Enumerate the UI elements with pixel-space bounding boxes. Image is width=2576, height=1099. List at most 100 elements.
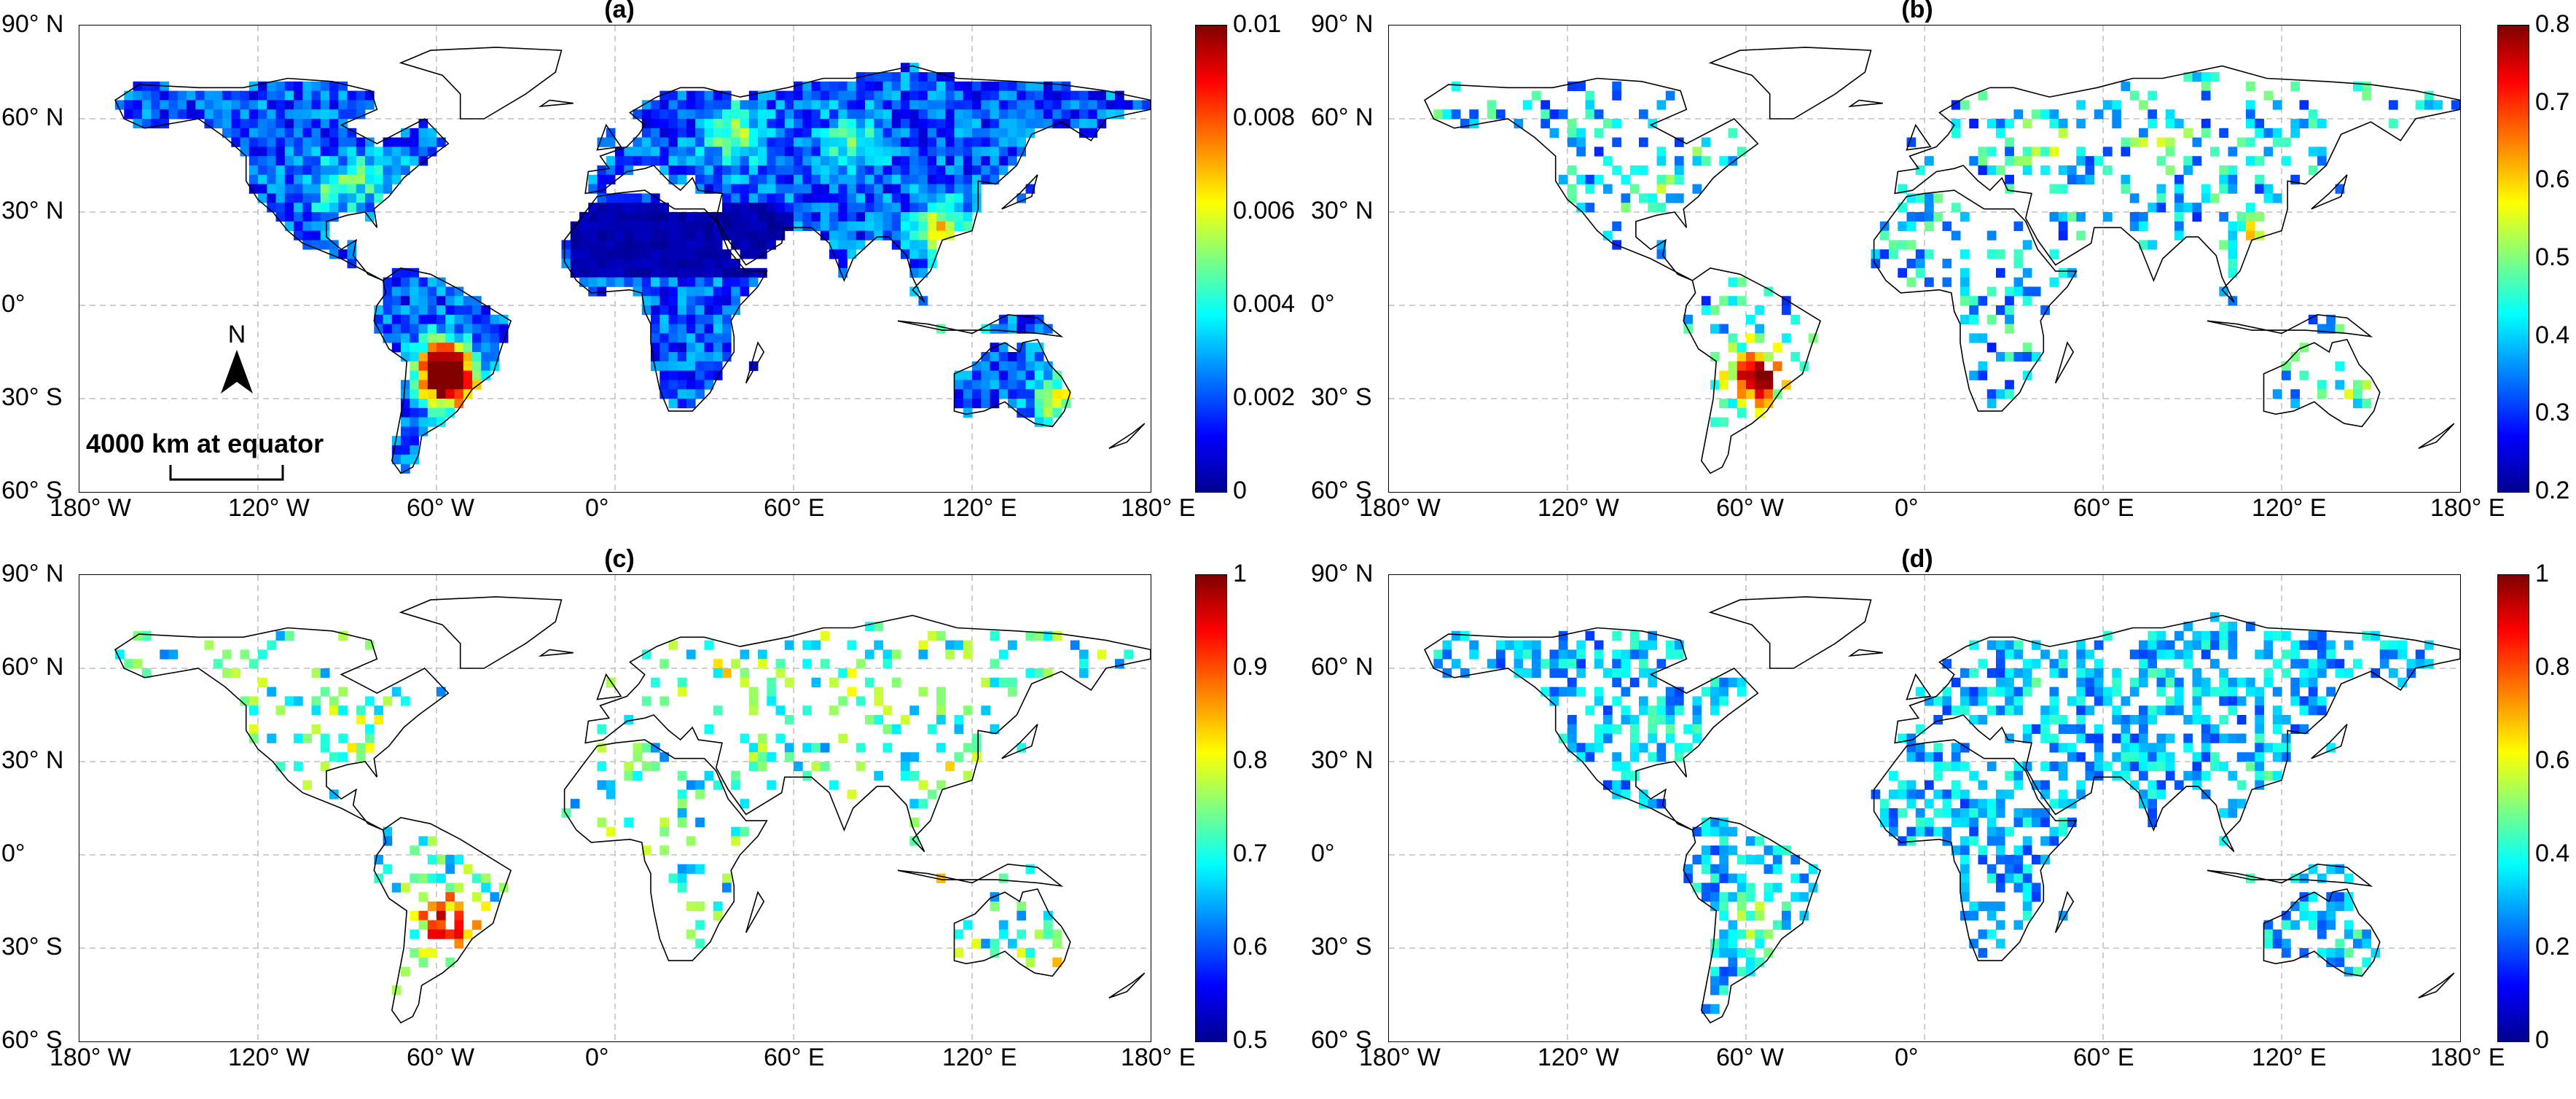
- coastline: [1423, 627, 1759, 831]
- coastlines: [1423, 596, 2460, 1024]
- coastline: [2207, 863, 2373, 887]
- longitude-label: 180° E: [1121, 1044, 1196, 1071]
- coastline: [1683, 816, 1822, 1024]
- colorbar: [2497, 574, 2529, 1042]
- coastline: [2311, 724, 2348, 759]
- longitude-label: 180° E: [1121, 494, 1196, 522]
- coastline: [1708, 47, 1872, 120]
- colorbar-tick-label: 0.2: [2535, 933, 2570, 961]
- coastline: [2263, 338, 2381, 428]
- longitude-label: 120° E: [942, 1044, 1017, 1071]
- scale-bar-label: 4000 km at equator: [86, 429, 324, 458]
- longitude-label: 120° W: [1538, 494, 1619, 522]
- longitude-label: 180° W: [1359, 494, 1441, 522]
- colorbar-tick-label: 0.01: [1233, 10, 1282, 38]
- panel-title: (d): [1901, 545, 1933, 573]
- data-cells: [1433, 612, 2434, 1014]
- latitude-label: 30° N: [1311, 197, 1374, 224]
- latitude-label: 60° S: [1311, 477, 1372, 504]
- longitude-label: 0°: [585, 1044, 609, 1071]
- coastline: [596, 673, 622, 700]
- north-arrow-icon: N: [215, 321, 259, 401]
- coastline: [1847, 649, 1883, 657]
- longitude-label: 180° E: [2430, 1044, 2505, 1071]
- longitude-label: 60° E: [764, 1044, 825, 1071]
- latitude-label: 90° N: [1, 10, 64, 38]
- coastline: [897, 863, 1064, 887]
- longitude-label: 120° W: [228, 1044, 310, 1071]
- colorbar-tick-label: 0.5: [2535, 243, 2570, 271]
- coastline: [897, 313, 1064, 337]
- latitude-label: 30° S: [1311, 383, 1372, 411]
- world-map: [79, 575, 1151, 1041]
- latitude-label: 30° S: [1, 933, 63, 961]
- coastline: [114, 77, 450, 281]
- latitude-label: 0°: [1311, 840, 1335, 867]
- longitude-label: 60° W: [407, 494, 474, 522]
- panel-title: (b): [1901, 0, 1933, 23]
- gridlines: [79, 575, 1151, 1041]
- coastlines: [114, 596, 1151, 1024]
- coastline: [2054, 341, 2075, 384]
- colorbar-tick-label: 0: [1233, 477, 1247, 504]
- longitude-label: 0°: [1895, 1044, 1919, 1071]
- longitude-label: 60° E: [2073, 494, 2134, 522]
- coastline: [1847, 99, 1883, 107]
- coastline: [1708, 596, 1872, 669]
- latitude-label: 60° N: [1, 653, 64, 681]
- latitude-label: 60° S: [1, 477, 63, 504]
- coastline: [373, 267, 512, 474]
- longitude-label: 120° W: [228, 494, 310, 522]
- coastline: [1894, 65, 2460, 303]
- coastline: [2207, 313, 2373, 337]
- coastline: [953, 888, 1071, 977]
- latitude-label: 0°: [1, 840, 26, 867]
- longitude-label: 120° W: [1538, 1044, 1619, 1071]
- map-frame: [79, 25, 1151, 493]
- longitude-label: 180° E: [2430, 494, 2505, 522]
- colorbar-tick-label: 0.9: [1233, 653, 1268, 681]
- latitude-label: 60° S: [1311, 1026, 1372, 1054]
- panel-a: (a) 90° N 60° N 30° N 0° 30° S 60° S 180° W 12…: [0, 0, 1295, 550]
- coastline: [1108, 972, 1146, 999]
- coastline: [563, 189, 768, 412]
- colorbar-tick-label: 0.002: [1233, 383, 1296, 411]
- coastline: [1906, 673, 1932, 700]
- coastline: [538, 99, 573, 107]
- colorbar-tick-label: 0.008: [1233, 103, 1296, 131]
- world-map: [79, 26, 1151, 492]
- longitude-label: 60° E: [764, 494, 825, 522]
- colorbar-tick-label: 0.7: [1233, 840, 1268, 867]
- colorbar-tick-label: 0.8: [2535, 653, 2570, 681]
- latitude-label: 30° S: [1, 383, 63, 411]
- data-cells: [115, 622, 1133, 996]
- latitude-label: 90° N: [1311, 10, 1374, 38]
- colorbar: [1195, 574, 1227, 1042]
- coastline: [538, 649, 573, 657]
- latitude-label: 0°: [1311, 290, 1335, 318]
- colorbar-tick-label: 0.2: [2535, 477, 2570, 504]
- map-frame: [79, 574, 1151, 1042]
- coastline: [2418, 972, 2455, 999]
- longitude-label: 120° E: [942, 494, 1017, 522]
- coastline: [2263, 888, 2381, 977]
- latitude-label: 30° N: [1, 197, 64, 224]
- longitude-label: 180° W: [50, 494, 131, 522]
- panel-title: (a): [604, 0, 635, 23]
- colorbar-tick-label: 0.5: [1233, 1026, 1268, 1054]
- coastline: [2311, 174, 2348, 210]
- longitude-label: 120° E: [2252, 494, 2327, 522]
- coastline: [584, 614, 1151, 853]
- longitude-label: 60° W: [1716, 494, 1784, 522]
- coastline: [2054, 891, 2075, 934]
- longitude-label: 120° E: [2252, 1044, 2327, 1071]
- map-frame: [1388, 574, 2461, 1042]
- coastline: [584, 65, 1151, 303]
- latitude-label: 90° N: [1, 560, 64, 587]
- panel-title: (c): [604, 545, 635, 573]
- colorbar-tick-label: 0.3: [2535, 399, 2570, 427]
- colorbar-tick-label: 0.8: [1233, 746, 1268, 774]
- colorbar-tick-label: 0.004: [1233, 290, 1296, 318]
- coastline: [1423, 77, 1759, 281]
- coastlines: [1423, 47, 2460, 474]
